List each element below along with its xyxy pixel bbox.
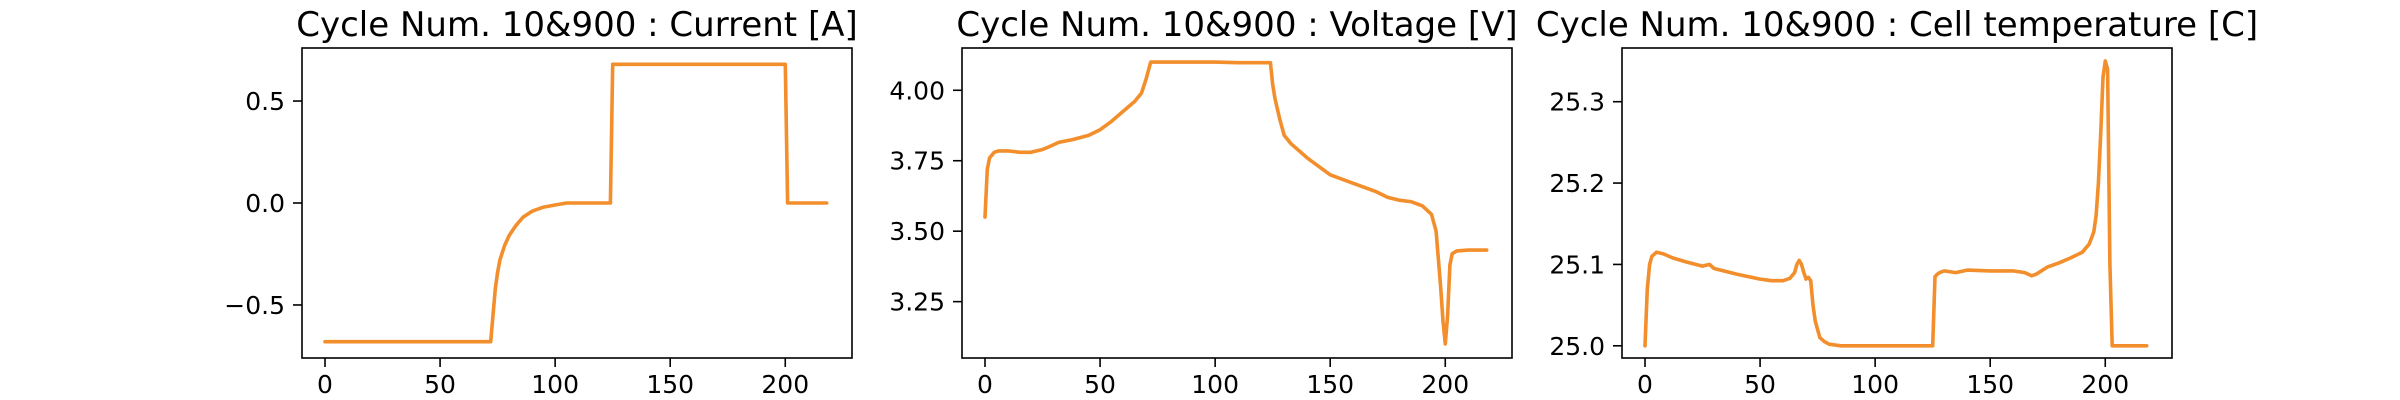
subplot-cell-temperature: Cycle Num. 10&900 : Cell temperature [C]… <box>1536 5 2258 399</box>
x-tick-label: 200 <box>1421 370 1469 399</box>
plot-area <box>983 60 1489 346</box>
x-tick-label: 0 <box>317 370 333 399</box>
y-tick-label: 25.0 <box>1549 332 1605 361</box>
x-tick-label: 50 <box>1084 370 1116 399</box>
y-tick-label: 4.00 <box>889 76 945 105</box>
x-tick-label: 50 <box>1744 370 1776 399</box>
subplot-current: Cycle Num. 10&900 : Current [A] 0 50 100 15… <box>224 5 857 399</box>
x-tick-label: 200 <box>2081 370 2129 399</box>
y-axis: 3.25 3.50 3.75 4.00 <box>889 76 962 317</box>
y-tick-label: 0.0 <box>245 189 285 218</box>
y-tick-label: 25.2 <box>1549 169 1605 198</box>
x-tick-label: 150 <box>1966 370 2014 399</box>
x-axis: 0 50 100 150 200 <box>977 358 1469 399</box>
y-tick-label: 25.1 <box>1549 250 1605 279</box>
series-line <box>1643 59 2149 348</box>
x-axis: 0 50 100 150 200 <box>1637 358 2129 399</box>
x-tick-label: 100 <box>1191 370 1239 399</box>
axes-frame <box>1621 47 2173 359</box>
chart-title: Cycle Num. 10&900 : Cell temperature [C] <box>1536 5 2258 45</box>
chart-title: Cycle Num. 10&900 : Voltage [V] <box>956 5 1517 45</box>
series-line <box>323 62 829 344</box>
x-tick-label: 0 <box>977 370 993 399</box>
x-tick-label: 150 <box>1306 370 1354 399</box>
x-tick-label: 50 <box>424 370 456 399</box>
x-tick-label: 100 <box>531 370 579 399</box>
y-axis: −0.5 0.0 0.5 <box>224 87 302 320</box>
chart-title: Cycle Num. 10&900 : Current [A] <box>296 5 857 45</box>
x-tick-label: 150 <box>646 370 694 399</box>
axes-frame <box>961 47 1513 359</box>
y-tick-label: −0.5 <box>224 291 285 320</box>
x-tick-label: 100 <box>1851 370 1899 399</box>
plot-area <box>1643 59 2149 348</box>
y-tick-label: 3.50 <box>889 217 945 246</box>
series-line <box>983 60 1489 346</box>
y-tick-label: 3.25 <box>889 288 945 317</box>
y-tick-label: 25.3 <box>1549 88 1605 117</box>
y-tick-label: 0.5 <box>245 87 285 116</box>
x-tick-label: 0 <box>1637 370 1653 399</box>
plot-area <box>323 62 829 344</box>
y-axis: 25.0 25.1 25.2 25.3 <box>1549 88 1622 361</box>
y-tick-label: 3.75 <box>889 147 945 176</box>
x-tick-label: 200 <box>761 370 809 399</box>
subplot-voltage: Cycle Num. 10&900 : Voltage [V] 0 50 100 15… <box>889 5 1517 399</box>
x-axis: 0 50 100 150 200 <box>317 358 809 399</box>
